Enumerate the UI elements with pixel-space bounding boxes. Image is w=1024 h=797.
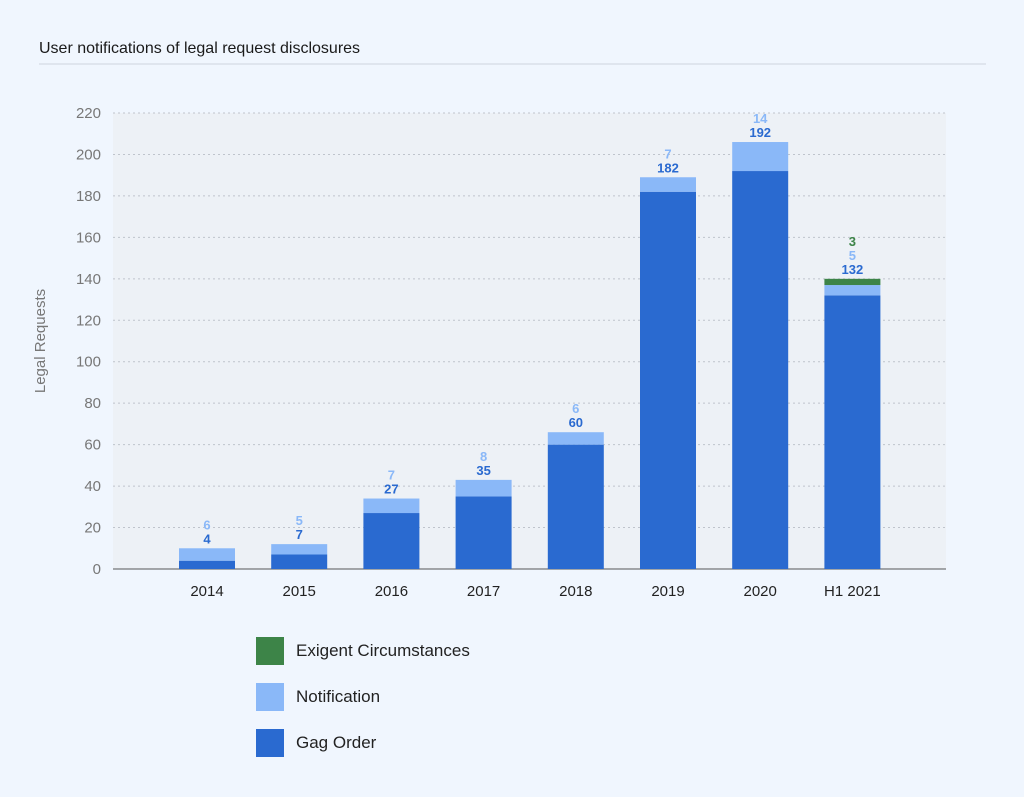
bar-notification <box>455 479 512 497</box>
bar-notification <box>640 177 696 192</box>
data-label: 4 <box>203 531 211 546</box>
data-label: 6 <box>203 517 210 532</box>
y-tick-label: 220 <box>76 105 101 122</box>
y-tick-label: 160 <box>76 229 101 246</box>
y-tick-label: 0 <box>93 561 101 578</box>
x-tick-label: 2016 <box>375 583 408 600</box>
bar-gag-order <box>824 295 881 569</box>
chart-title: User notifications of legal request disc… <box>39 40 361 57</box>
y-tick-label: 200 <box>76 146 101 163</box>
legend-swatch-gag-order <box>256 729 284 757</box>
legend-swatch-notification <box>256 683 284 711</box>
data-label: 14 <box>753 111 768 126</box>
bar-gag-order <box>455 496 512 569</box>
bar-gag-order <box>640 191 696 569</box>
legend-label: Exigent Circumstances <box>296 641 470 660</box>
y-tick-label: 180 <box>76 188 101 205</box>
y-tick-label: 140 <box>76 271 101 288</box>
data-label: 6 <box>572 401 579 416</box>
bar-notification <box>363 498 420 514</box>
x-tick-label: 2015 <box>283 583 316 600</box>
bar-exigent-circumstances <box>824 278 881 286</box>
plot-area <box>113 113 946 569</box>
x-tick-label: H1 2021 <box>824 583 881 600</box>
bar-notification <box>824 285 881 296</box>
y-tick-label: 80 <box>84 395 101 412</box>
data-label: 27 <box>384 482 398 497</box>
data-label: 7 <box>388 468 395 483</box>
data-label: 35 <box>476 463 490 478</box>
data-label: 182 <box>657 160 679 175</box>
bar-notification <box>179 548 235 561</box>
y-tick-label: 100 <box>76 354 101 371</box>
bar-notification <box>732 142 789 172</box>
bar-gag-order <box>363 513 420 569</box>
data-label: 3 <box>849 234 856 249</box>
data-label: 132 <box>842 262 864 277</box>
legend-item-notification: Notification <box>256 683 380 711</box>
x-tick-label: 2018 <box>559 583 592 600</box>
data-label: 7 <box>296 527 303 542</box>
bar-gag-order <box>547 444 604 569</box>
title-divider <box>39 63 986 65</box>
y-tick-label: 120 <box>76 312 101 329</box>
bar-notification <box>547 432 604 445</box>
x-tick-label: 2017 <box>467 583 500 600</box>
bar-gag-order <box>179 560 235 569</box>
data-label: 5 <box>296 513 303 528</box>
legend-item-gag-order: Gag Order <box>256 729 376 757</box>
bar-gag-order <box>271 554 328 569</box>
bar-notification <box>271 544 328 555</box>
data-label: 5 <box>849 248 856 263</box>
x-tick-label: 2020 <box>744 583 777 600</box>
y-tick-label: 20 <box>84 520 101 537</box>
legend-label: Notification <box>296 687 381 706</box>
data-label: 8 <box>480 449 487 464</box>
y-tick-label: 40 <box>84 478 101 495</box>
data-label: 192 <box>749 125 771 140</box>
legend-swatch-exigent <box>256 637 284 665</box>
legend-label: Gag Order <box>296 733 377 752</box>
x-tick-label: 2019 <box>651 583 684 600</box>
data-label: 7 <box>664 146 671 161</box>
legend-item-exigent: Exigent Circumstances <box>256 637 470 665</box>
y-axis-label: Legal Requests <box>32 289 49 393</box>
bar-gag-order <box>732 171 789 569</box>
y-tick-label: 60 <box>84 437 101 454</box>
data-label: 60 <box>569 415 583 430</box>
x-tick-label: 2014 <box>190 583 223 600</box>
